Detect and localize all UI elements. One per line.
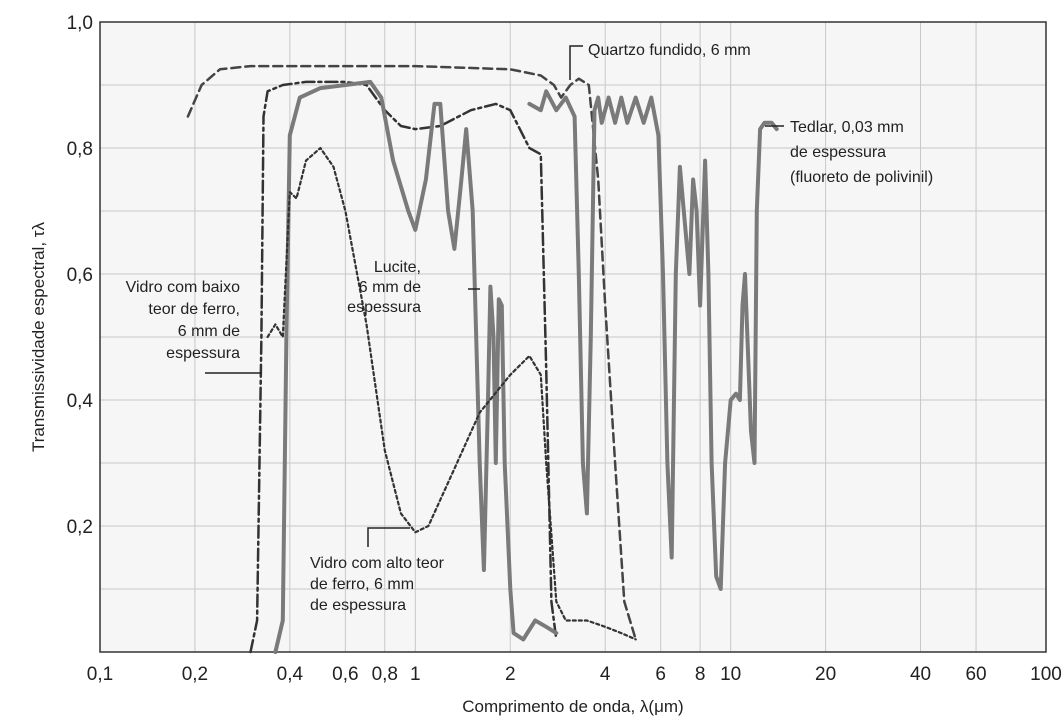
annotation-lucite-line-1: 6 mm de: [359, 279, 421, 296]
x-tick-label-10: 10: [720, 664, 741, 685]
x-tick-label-4: 0,8: [372, 664, 398, 685]
annotation-tedlar-line-2: (fluoreto de polivinil): [790, 169, 933, 186]
annotation-baixo-line-1: teor de ferro,: [148, 301, 240, 318]
x-tick-label-13: 60: [965, 664, 986, 685]
annotation-leader-quartzo: [569, 45, 583, 80]
x-tick-label-8: 6: [655, 664, 666, 685]
x-tick-label-0: 0,1: [87, 664, 113, 685]
series-line-4: [527, 89, 779, 591]
annotation-baixo-line-0: Vidro com baixo: [126, 279, 241, 296]
x-tick-label-2: 0,4: [277, 664, 304, 685]
annotation-alto-line-1: de ferro, 6 mm: [310, 576, 414, 593]
series-line-1: [249, 80, 558, 654]
y-tick-label-4: 1,0: [67, 13, 93, 34]
tick-labels: 0,1 0,2 0,4 0,6 0,8 1 2 4 6 8 10 20 40 60 100 0,2 0,4 0,6…: [67, 13, 1062, 685]
series-line-2: [273, 79, 559, 654]
x-tick-label-11: 20: [815, 664, 836, 685]
x-tick-label-3: 0,6: [332, 664, 358, 685]
y-tick-label-2: 0,6: [67, 265, 93, 286]
x-tick-label-14: 100: [1030, 664, 1062, 685]
annotations: Quartzo fundido, 6 mm Tedlar, 0,03 mm de e…: [126, 42, 934, 614]
y-axis-title: Transmissividade espectral, τλ: [29, 222, 48, 452]
annotation-tedlar-line-1: de espessura: [790, 144, 886, 161]
series-line-0: [186, 64, 637, 641]
annotation-tedlar-line-0: Tedlar, 0,03 mm: [790, 119, 904, 136]
x-axis-title: Comprimento de onda, λ(μm): [462, 697, 683, 716]
x-tick-label-6: 2: [505, 664, 516, 685]
annotation-alto-line-2: de espessura: [310, 597, 406, 614]
plot-frame: [99, 21, 1047, 653]
series-group: [186, 64, 779, 654]
y-tick-label-0: 0,2: [67, 517, 93, 538]
annotation-lucite-line-0: Lucite,: [374, 259, 421, 276]
series-line-3: [266, 146, 637, 641]
annotation-baixo-line-2: 6 mm de: [178, 323, 240, 340]
annotation-leader-alto: [367, 527, 410, 547]
x-tick-label-1: 0,2: [182, 664, 208, 685]
y-tick-label-3: 0,8: [67, 139, 93, 160]
annotation-alto-line-0: Vidro com alto teor: [310, 555, 445, 572]
x-tick-label-12: 40: [910, 664, 931, 685]
x-tick-label-9: 8: [695, 664, 706, 685]
y-tick-label-1: 0,4: [67, 391, 94, 412]
annotation-lucite-line-2: espessura: [347, 299, 421, 316]
annotation-quartzo-line-0: Quartzo fundido, 6 mm: [588, 42, 751, 59]
x-tick-label-5: 1: [410, 664, 421, 685]
x-tick-label-7: 4: [600, 664, 611, 685]
annotation-baixo-line-3: espessura: [166, 345, 240, 362]
